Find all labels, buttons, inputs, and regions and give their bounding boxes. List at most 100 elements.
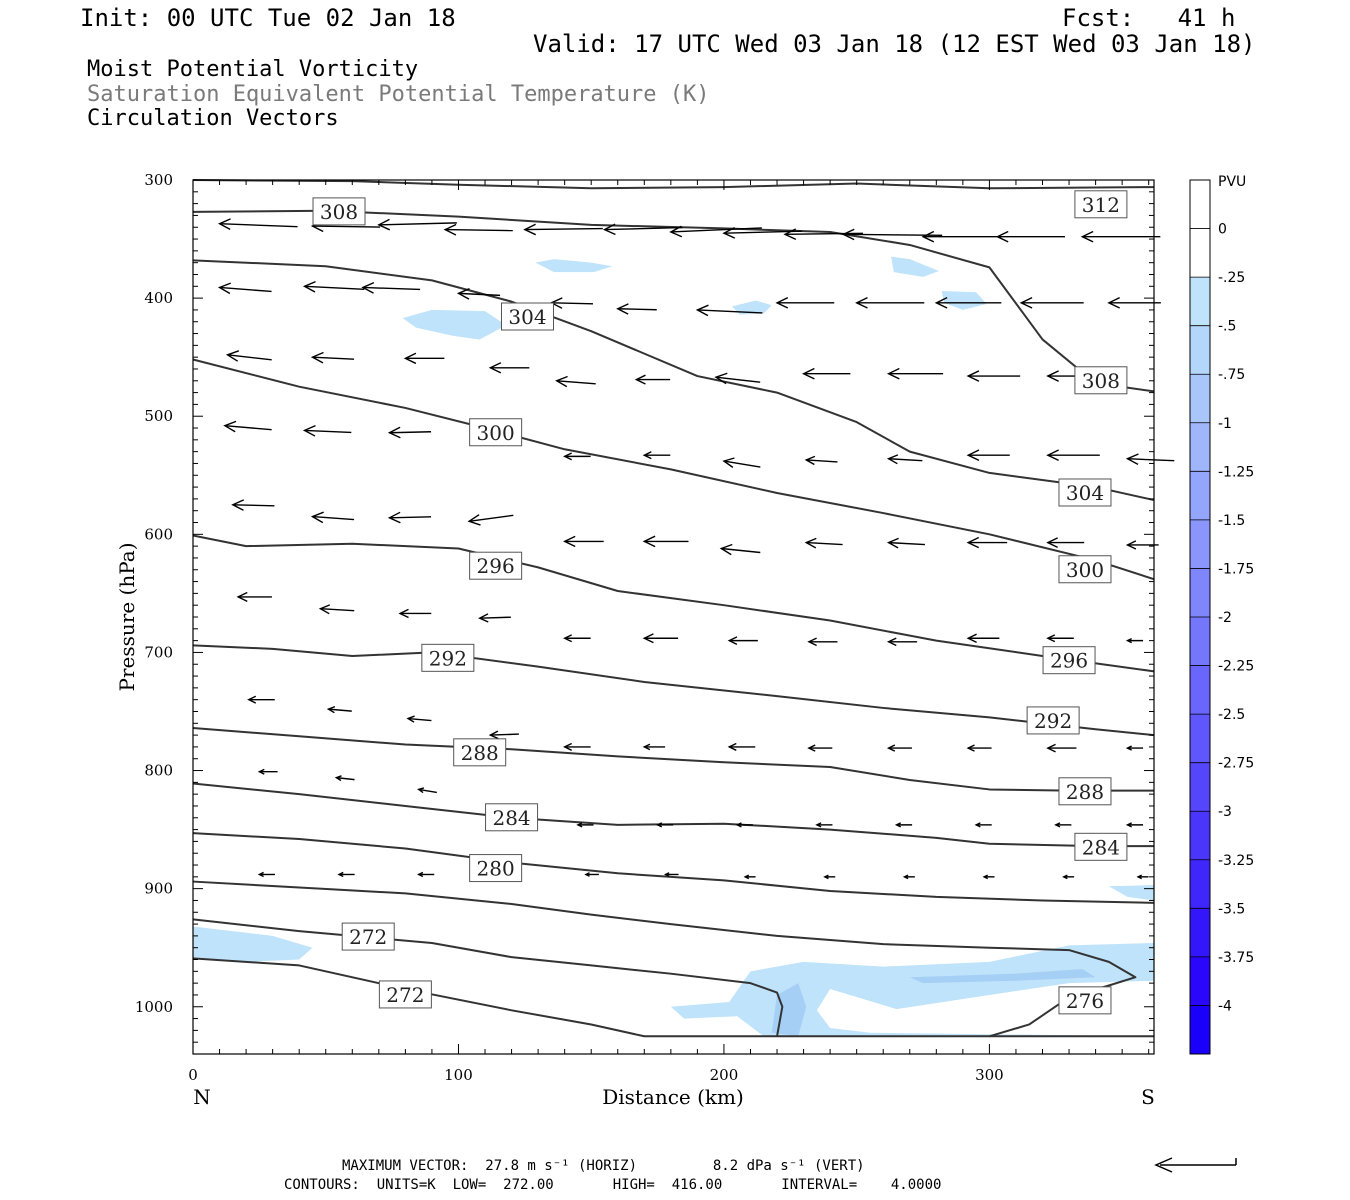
circulation-vector-90 <box>735 822 753 828</box>
y-tick-label-2: 500 <box>144 407 173 425</box>
svg-text:304: 304 <box>1066 481 1104 505</box>
contour-label-12: 284 <box>485 803 539 832</box>
svg-text:308: 308 <box>320 200 358 224</box>
forecast-hour: Fcst: 41 h <box>1062 4 1236 32</box>
circulation-vector-11 <box>995 230 1065 243</box>
pv-shade-region-6 <box>193 926 313 962</box>
circulation-vector-83 <box>1125 745 1144 751</box>
contour-280-8 <box>192 832 1155 904</box>
axis-layer: 0 100 200 300 300 400 500 600 700 800 900 1000 <box>135 171 1154 1084</box>
circulation-vector-0 <box>217 218 298 230</box>
circulation-vector-38 <box>387 426 432 439</box>
colorbar-swatch-17 <box>1190 1005 1210 1054</box>
circulation-vector-94 <box>1054 822 1072 828</box>
circulation-vector-84 <box>257 768 278 775</box>
circulation-vector-43 <box>804 455 838 466</box>
svg-text:312: 312 <box>1082 193 1120 217</box>
contour-label-3: 308 <box>1074 366 1128 395</box>
circulation-vector-7 <box>722 227 802 239</box>
circulation-vector-13 <box>217 282 272 295</box>
colorbar-swatch-6 <box>1190 471 1210 520</box>
colorbar-swatch-10 <box>1190 665 1210 715</box>
colorbar-label-2: -.5 <box>1218 319 1236 335</box>
circulation-vector-71 <box>1125 637 1144 644</box>
circulation-vector-25 <box>225 350 272 362</box>
circulation-vector-105 <box>982 874 995 880</box>
circulation-vector-67 <box>807 637 838 647</box>
contour-label-0: 308 <box>312 197 366 226</box>
y-tick-label-4: 700 <box>144 643 173 661</box>
x-tick-label-1: 100 <box>444 1066 473 1084</box>
svg-text:296: 296 <box>1050 649 1088 673</box>
circulation-vector-57 <box>966 536 1008 549</box>
colorbar-swatch-1 <box>1190 228 1210 278</box>
circulation-vector-19 <box>695 304 763 317</box>
reference-vector-arrow <box>1154 1157 1237 1173</box>
pv-colorbar: 0 -.25 -.5 -.75 -1 -1.25 -1.5 -1.75 -2 -2.25 -2.5 -… <box>1189 179 1254 1055</box>
colorbar-swatch-0 <box>1190 180 1210 229</box>
circulation-vector-2 <box>377 218 457 231</box>
circulation-vector-14 <box>302 280 365 293</box>
circulation-vector-41 <box>642 451 671 460</box>
circulation-vector-15 <box>361 281 421 294</box>
x-tick-label-3: 300 <box>975 1066 1004 1084</box>
contour-284-7 <box>192 782 1154 848</box>
svg-text:272: 272 <box>349 925 387 949</box>
circulation-vector-66 <box>727 636 758 645</box>
circulation-vector-103 <box>823 874 836 880</box>
circulation-vector-31 <box>714 372 761 385</box>
circulation-vector-77 <box>642 743 666 751</box>
pv-shade-region-3 <box>891 256 939 277</box>
circulation-vector-58 <box>1046 537 1085 548</box>
contour-312-0 <box>192 179 1155 190</box>
contour-label-7: 300 <box>1058 555 1112 584</box>
circulation-vector-70 <box>1046 634 1074 643</box>
circulation-vector-91 <box>815 822 833 828</box>
y-axis-title: Pressure (hPa) <box>115 543 139 692</box>
circulation-vector-32 <box>801 367 851 380</box>
colorbar-swatch-14 <box>1190 859 1210 909</box>
circulation-vector-45 <box>966 449 1010 462</box>
pv-shade-region-2 <box>731 300 772 315</box>
circulation-vector-5 <box>602 223 683 236</box>
circulation-vector-74 <box>406 715 432 723</box>
circulation-vector-95 <box>1125 822 1144 828</box>
circulation-vector-54 <box>719 543 761 556</box>
circulation-vector-51 <box>467 514 514 526</box>
svg-text:292: 292 <box>429 646 467 670</box>
colorbar-swatch-11 <box>1190 714 1210 763</box>
colorbar-label-10: -2.5 <box>1218 707 1245 723</box>
circulation-vector-62 <box>398 608 432 619</box>
field-label-mpv: Moist Potential Vorticity <box>87 57 419 82</box>
svg-text:300: 300 <box>477 421 515 445</box>
circulation-vector-27 <box>403 352 445 365</box>
colorbar-swatch-2 <box>1190 277 1210 326</box>
circulation-vector-79 <box>807 744 833 752</box>
circulation-vector-44 <box>886 454 923 465</box>
pv-shading-layer <box>193 256 1154 1037</box>
circulation-vector-85 <box>334 775 355 782</box>
colorbar-label-7: -1.75 <box>1218 561 1254 577</box>
north-label: N <box>193 1085 211 1109</box>
colorbar-label-14: -3.5 <box>1218 901 1245 917</box>
contour-label-8: 292 <box>421 643 475 672</box>
colorbar-label-15: -3.75 <box>1218 950 1254 966</box>
contour-label-10: 288 <box>453 738 507 767</box>
colorbar-label-3: -.75 <box>1218 367 1245 383</box>
x-axis-title: Distance (km) <box>602 1085 744 1109</box>
circulation-vector-48 <box>231 499 275 511</box>
contour-layer <box>192 179 1155 1038</box>
y-tick-label-1: 400 <box>144 289 173 307</box>
colorbar-swatch-9 <box>1190 617 1210 666</box>
colorbar-label-12: -3 <box>1218 804 1232 820</box>
colorbar-swatch-12 <box>1190 762 1210 812</box>
contour-label-4: 300 <box>469 418 523 447</box>
colorbar-title: PVU <box>1218 174 1246 190</box>
colorbar-label-13: -3.25 <box>1218 853 1254 869</box>
svg-text:272: 272 <box>386 983 424 1007</box>
circulation-vector-4 <box>523 223 603 236</box>
y-tick-label-7: 1000 <box>135 998 173 1016</box>
svg-text:300: 300 <box>1066 558 1104 582</box>
circulation-vector-73 <box>326 705 352 714</box>
